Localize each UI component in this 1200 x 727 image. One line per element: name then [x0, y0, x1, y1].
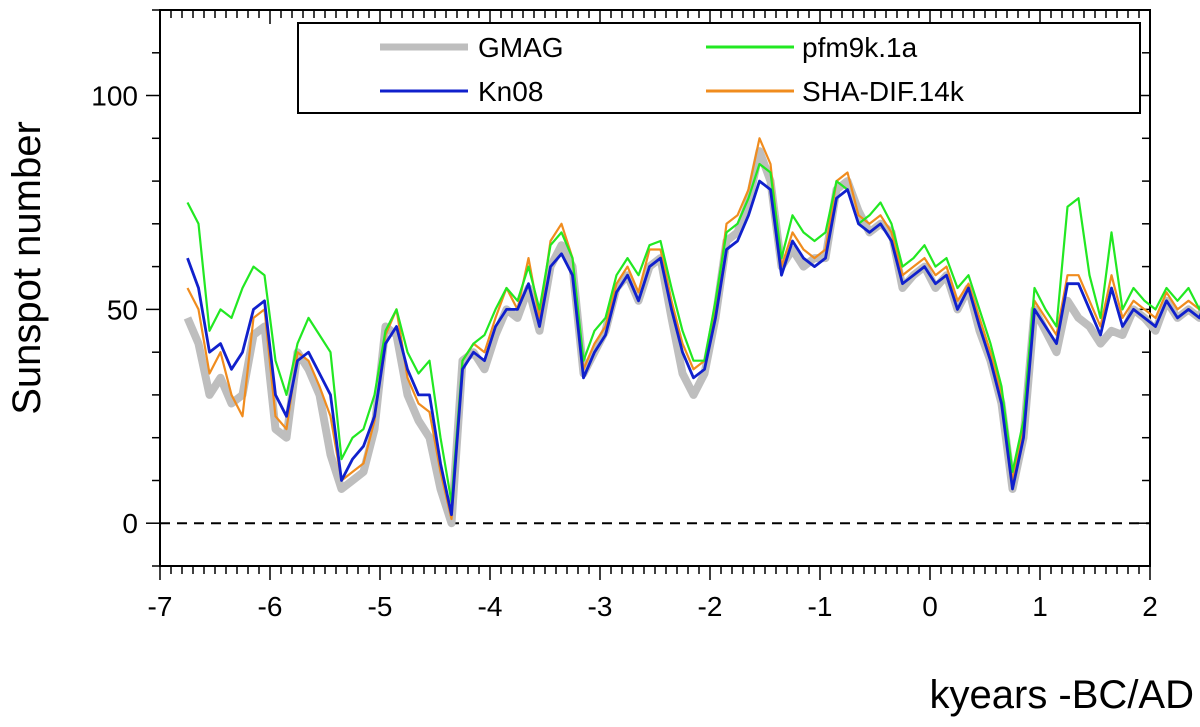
legend-label-pfm9k: pfm9k.1a	[802, 32, 918, 63]
x-tick-label: 2	[1142, 591, 1158, 622]
x-tick-label: -2	[698, 591, 723, 622]
legend-label-gmag: GMAG	[478, 32, 564, 63]
legend-label-sha-dif: SHA-DIF.14k	[802, 76, 965, 107]
tick-labels: -7 -6 -5 -4 -3 -2 -1 0 1 2 0 50 100	[91, 81, 1158, 622]
x-tick-label: -7	[148, 591, 173, 622]
axis-ticks	[146, 9, 1151, 580]
series-line-kn08	[186, 179, 1200, 517]
series-lines	[183, 137, 1200, 528]
x-tick-label: 1	[1032, 591, 1048, 622]
x-tick-label: -4	[478, 591, 503, 622]
legend-frame	[297, 22, 1141, 114]
legend: GMAG pfm9k.1a Kn08 SHA-DIF.14k	[297, 22, 1141, 114]
legend-label-kn08: Kn08	[478, 76, 543, 107]
x-tick-label: -6	[258, 591, 283, 622]
x-tick-label: 0	[922, 591, 938, 622]
y-tick-label: 0	[122, 508, 138, 539]
y-axis-title: Sunspot number	[5, 121, 49, 415]
y-tick-label: 100	[91, 81, 138, 112]
series-line-pfm9k-1a	[186, 162, 1200, 503]
y-tick-label: 50	[107, 294, 138, 325]
x-tick-label: -5	[368, 591, 393, 622]
x-tick-label: -3	[588, 591, 613, 622]
x-axis-title: kyears -BC/AD	[930, 673, 1195, 717]
x-tick-label: -1	[808, 591, 833, 622]
